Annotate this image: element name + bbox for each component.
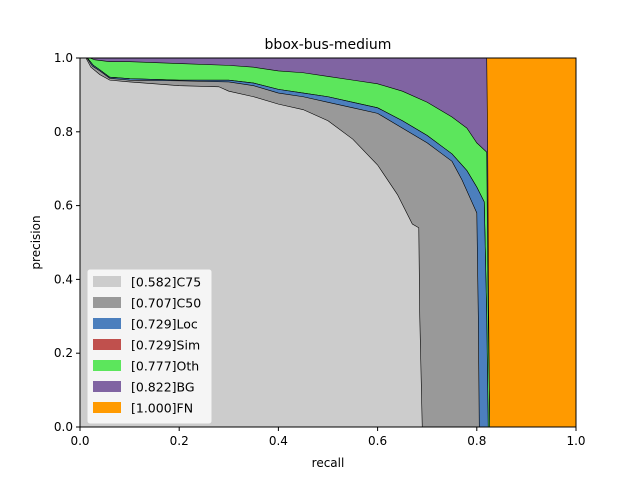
legend-swatch [93,402,121,413]
y-axis-label: precision [29,215,43,269]
legend-swatch [93,318,121,329]
legend-swatch [93,276,121,287]
y-tick-label: 0.0 [54,420,73,434]
legend-swatch [93,339,121,350]
plot-frame [79,57,577,428]
y-tick-label: 0.4 [54,272,73,286]
x-tick-label: 0.8 [467,434,486,448]
legend-label: [0.822]BG [131,380,195,395]
legend-label: [0.707]C50 [131,296,201,311]
legend-label: [1.000]FN [131,401,193,416]
legend-label: [0.582]C75 [131,275,201,290]
x-tick-label: 0.2 [170,434,189,448]
x-axis: 0.0 0.2 0.4 0.6 0.8 1.0 [70,427,586,448]
y-tick-label: 0.8 [54,125,73,139]
y-axis: 0.0 0.2 0.4 0.6 0.8 1.0 [54,51,80,434]
x-tick-label: 0.6 [368,434,387,448]
y-tick-label: 0.2 [54,346,73,360]
x-tick-label: 0.4 [269,434,288,448]
legend-label: [0.777]Oth [131,359,199,374]
legend-label: [0.729]Sim [131,338,200,353]
legend-label: [0.729]Loc [131,317,198,332]
chart-title: bbox-bus-medium [265,37,392,53]
y-tick-label: 1.0 [54,51,73,65]
legend: [0.582]C75 [0.707]C50 [0.729]Loc [0.729]Sim… [86,268,213,425]
legend-swatch [93,297,121,308]
x-axis-label: recall [312,456,345,470]
y-tick-label: 0.6 [54,199,73,213]
legend-swatch [93,381,121,392]
legend-swatch [93,360,121,371]
x-tick-label: 1.0 [566,434,585,448]
x-tick-label: 0.0 [70,434,89,448]
